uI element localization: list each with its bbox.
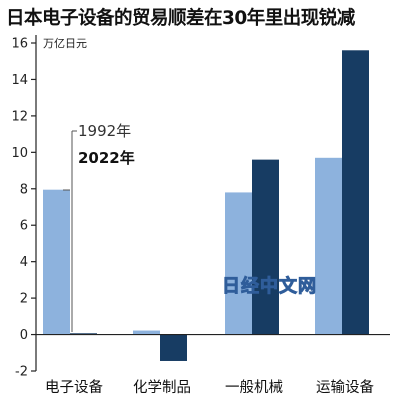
category-label-2: 化学制品 — [133, 379, 191, 396]
y-tick-label: 8 — [20, 182, 28, 197]
bar-1992-1 — [43, 189, 70, 335]
bar-2022-2 — [160, 334, 187, 361]
bar-2022-4 — [342, 50, 369, 335]
bar-1992-2 — [133, 330, 160, 335]
category-label-4: 运输设备 — [316, 379, 374, 396]
y-tick-label: 12 — [11, 109, 28, 124]
y-tick-label: 14 — [11, 73, 28, 88]
y-tick-label: 0 — [20, 328, 28, 343]
watermark: 日经中文网 — [222, 275, 317, 297]
category-label-1: 电子设备 — [45, 379, 103, 396]
bar-2022-3 — [252, 159, 279, 335]
bar-2022-1 — [70, 333, 97, 335]
y-tick-label: 10 — [11, 146, 28, 161]
y-tick-label: -2 — [15, 365, 28, 380]
legend-label-2022: 2022年 — [78, 149, 135, 167]
category-label-3: 一般机械 — [225, 379, 283, 396]
chart-title: 日本电子设备的贸易顺差在30年里出现锐减 — [6, 8, 355, 29]
y-tick-label: 4 — [20, 255, 28, 270]
y-unit-label: 万亿日元 — [43, 37, 87, 50]
bar-1992-4 — [315, 157, 342, 335]
legend-label-1992: 1992年 — [78, 122, 131, 140]
bar-1992-3 — [225, 192, 252, 335]
y-tick-label: 16 — [11, 37, 28, 52]
y-tick-label: 2 — [20, 292, 28, 307]
y-tick-label: 6 — [20, 219, 28, 234]
